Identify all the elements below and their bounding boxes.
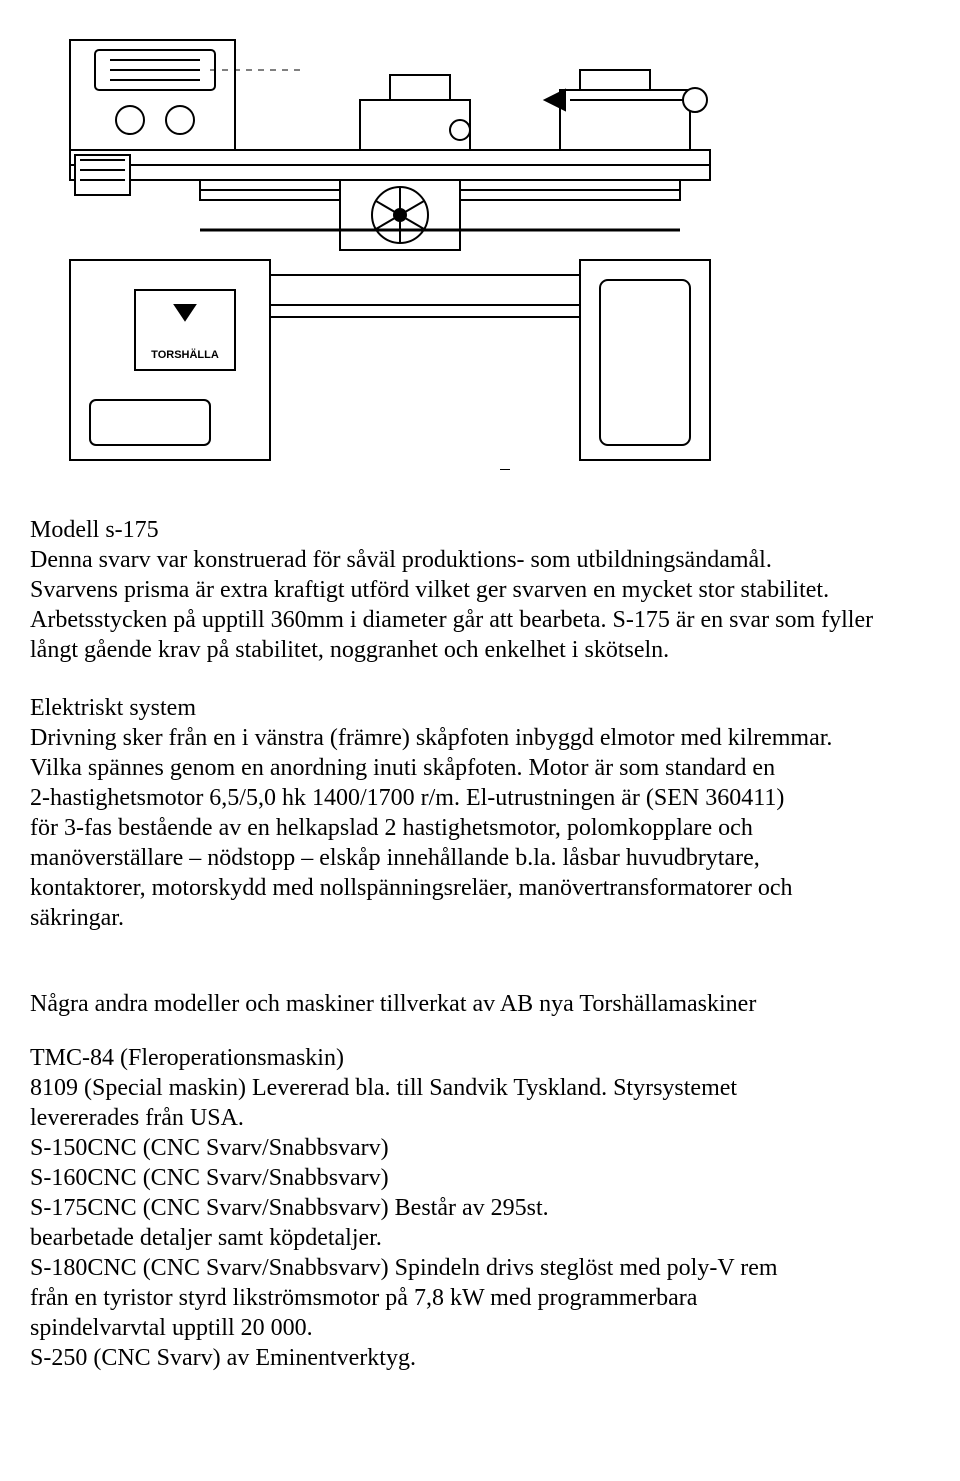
section1-line: Denna svarv var konstruerad för såväl pr… xyxy=(30,545,930,575)
section2-line: manöverställare – nödstopp – elskåp inne… xyxy=(30,843,930,873)
section3-line: levererades från USA. xyxy=(30,1103,930,1133)
svg-text:TORSHÄLLA: TORSHÄLLA xyxy=(151,348,219,361)
section2-heading: Elektriskt system xyxy=(30,693,930,723)
section3-heading: Några andra modeller och maskiner tillve… xyxy=(30,989,930,1019)
section3-line: S-150CNC (CNC Svarv/Snabbsvarv) xyxy=(30,1133,930,1163)
section-electrical: Elektriskt system Drivning sker från en … xyxy=(30,693,930,933)
lathe-illustration: TORSHÄLLA xyxy=(40,30,930,475)
page: TORSHÄLLA xyxy=(0,0,960,1441)
section3-line: S-160CNC (CNC Svarv/Snabbsvarv) xyxy=(30,1163,930,1193)
lathe-svg: TORSHÄLLA xyxy=(40,30,720,470)
section2-line: Drivning sker från en i vänstra (främre)… xyxy=(30,723,930,753)
section2-line: 2-hastighetsmotor 6,5/5,0 hk 1400/1700 r… xyxy=(30,783,930,813)
section3-line: bearbetade detaljer samt köpdetaljer. xyxy=(30,1223,930,1253)
section2-line: för 3-fas bestående av en helkapslad 2 h… xyxy=(30,813,930,843)
spacer xyxy=(30,961,930,989)
section2-line: säkringar. xyxy=(30,903,930,933)
section1-heading: Modell s-175 xyxy=(30,515,930,545)
section1-line: Arbetsstycken på upptill 360mm i diamete… xyxy=(30,605,930,635)
section2-line: kontaktorer, motorskydd med nollspänning… xyxy=(30,873,930,903)
section3-line: 8109 (Special maskin) Levererad bla. til… xyxy=(30,1073,930,1103)
section3-line: TMC-84 (Fleroperationsmaskin) xyxy=(30,1043,930,1073)
section1-line: långt gående krav på stabilitet, noggran… xyxy=(30,635,930,665)
section2-line: Vilka spännes genom en anordning inuti s… xyxy=(30,753,930,783)
section3-line: S-180CNC (CNC Svarv/Snabbsvarv) Spindeln… xyxy=(30,1253,930,1283)
section-other-models: Några andra modeller och maskiner tillve… xyxy=(30,989,930,1373)
section-model: Modell s-175 Denna svarv var konstruerad… xyxy=(30,515,930,665)
section1-line: Svarvens prisma är extra kraftigt utförd… xyxy=(30,575,930,605)
section3-line: från en tyristor styrd likströmsmotor på… xyxy=(30,1283,930,1313)
section3-line: S-250 (CNC Svarv) av Eminentverktyg. xyxy=(30,1343,930,1373)
section3-line: S-175CNC (CNC Svarv/Snabbsvarv) Består a… xyxy=(30,1193,930,1223)
section3-line: spindelvarvtal upptill 20 000. xyxy=(30,1313,930,1343)
spacer xyxy=(30,1019,930,1043)
